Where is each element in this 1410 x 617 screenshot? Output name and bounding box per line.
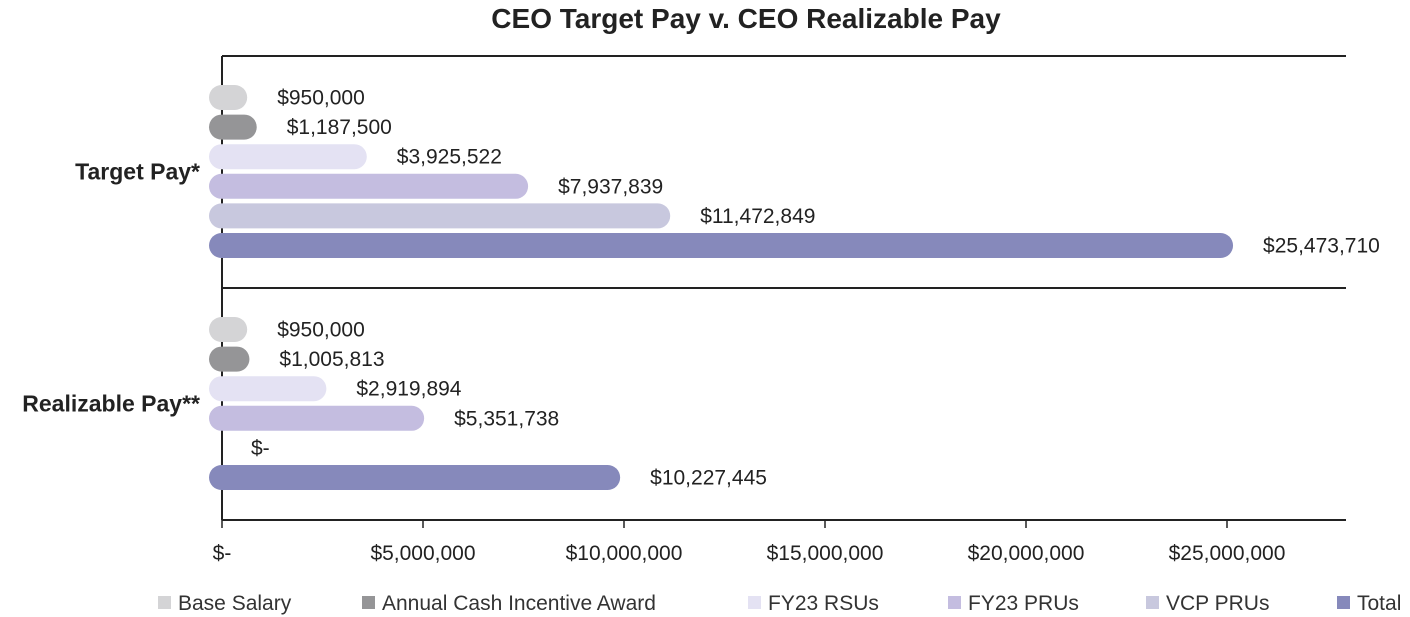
x-tick-label: $25,000,000 xyxy=(1169,542,1286,565)
legend: Base Salary Annual Cash Incentive Award FY… xyxy=(158,592,1401,615)
legend-label: VCP PRUs xyxy=(1166,592,1269,615)
data-label: $7,937,839 xyxy=(558,175,663,198)
bar-fy23-prus xyxy=(209,405,425,431)
data-label: $3,925,522 xyxy=(397,146,502,169)
value-labels: $950,000 $1,187,500$3,925,522 $7,937,839 $1… xyxy=(251,87,1380,490)
x-tick-label: $5,000,000 xyxy=(370,542,475,565)
legend-swatch xyxy=(1337,596,1350,609)
legend-label: Annual Cash Incentive Award xyxy=(382,592,656,615)
x-tick-label: $20,000,000 xyxy=(968,542,1085,565)
legend-label: Total xyxy=(1357,592,1401,615)
bar-base-salary xyxy=(209,85,248,110)
category-label: Realizable Pay** xyxy=(22,391,200,417)
x-tick-label: $15,000,000 xyxy=(767,542,884,565)
data-label: $1,005,813 xyxy=(279,348,384,371)
x-tick-label: $- xyxy=(213,542,232,565)
data-label: $10,227,445 xyxy=(650,467,767,490)
category-label: Target Pay* xyxy=(75,159,200,185)
legend-label: FY23 RSUs xyxy=(768,592,879,615)
data-label: $1,187,500 xyxy=(287,116,392,139)
x-tick-label: $10,000,000 xyxy=(566,542,683,565)
bars xyxy=(209,85,1234,490)
data-label: $5,351,738 xyxy=(454,407,559,430)
bar-base-salary xyxy=(209,317,248,342)
legend-label: Base Salary xyxy=(178,592,292,615)
data-label: $950,000 xyxy=(277,319,365,342)
data-label: $2,919,894 xyxy=(356,378,461,401)
legend-swatch xyxy=(158,596,171,609)
bar-annual-cash-incentive-award xyxy=(209,346,250,372)
bar-fy23-rsus xyxy=(209,144,367,170)
bar-total xyxy=(209,465,621,490)
category-labels: Target Pay* Realizable Pay** xyxy=(22,159,200,417)
data-label: $25,473,710 xyxy=(1263,235,1380,258)
x-tick-labels: $- $5,000,000 $10,000,000 $15,000,000 $20,00… xyxy=(213,542,1286,565)
bar-total xyxy=(209,233,1234,258)
bar-fy23-rsus xyxy=(209,376,327,402)
legend-swatch xyxy=(948,596,961,609)
bar-fy23-prus xyxy=(209,173,529,199)
chart-title: CEO Target Pay v. CEO Realizable Pay xyxy=(491,3,1001,34)
bar-annual-cash-incentive-award xyxy=(209,114,257,140)
legend-label: FY23 PRUs xyxy=(968,592,1079,615)
bar-vcp-prus xyxy=(209,203,671,229)
legend-swatch xyxy=(748,596,761,609)
data-label: $950,000 xyxy=(277,87,365,110)
data-label: $11,472,849 xyxy=(700,205,815,228)
legend-swatch xyxy=(1146,596,1159,609)
legend-swatch xyxy=(362,596,375,609)
data-label: $- xyxy=(251,437,270,460)
